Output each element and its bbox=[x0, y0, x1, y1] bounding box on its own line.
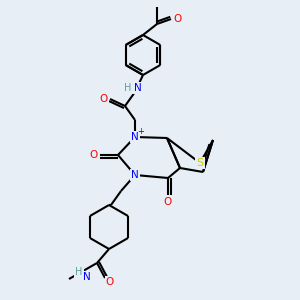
Text: N: N bbox=[83, 272, 91, 282]
Text: S: S bbox=[196, 158, 204, 168]
Text: O: O bbox=[173, 14, 181, 24]
Text: O: O bbox=[106, 277, 114, 287]
Text: N: N bbox=[131, 170, 139, 180]
Text: H: H bbox=[124, 83, 132, 93]
Text: N: N bbox=[131, 132, 139, 142]
Text: H: H bbox=[75, 267, 83, 277]
Text: +: + bbox=[138, 127, 144, 136]
Text: O: O bbox=[89, 150, 97, 160]
Text: O: O bbox=[164, 197, 172, 207]
Text: O: O bbox=[100, 94, 108, 104]
Text: N: N bbox=[134, 83, 142, 93]
